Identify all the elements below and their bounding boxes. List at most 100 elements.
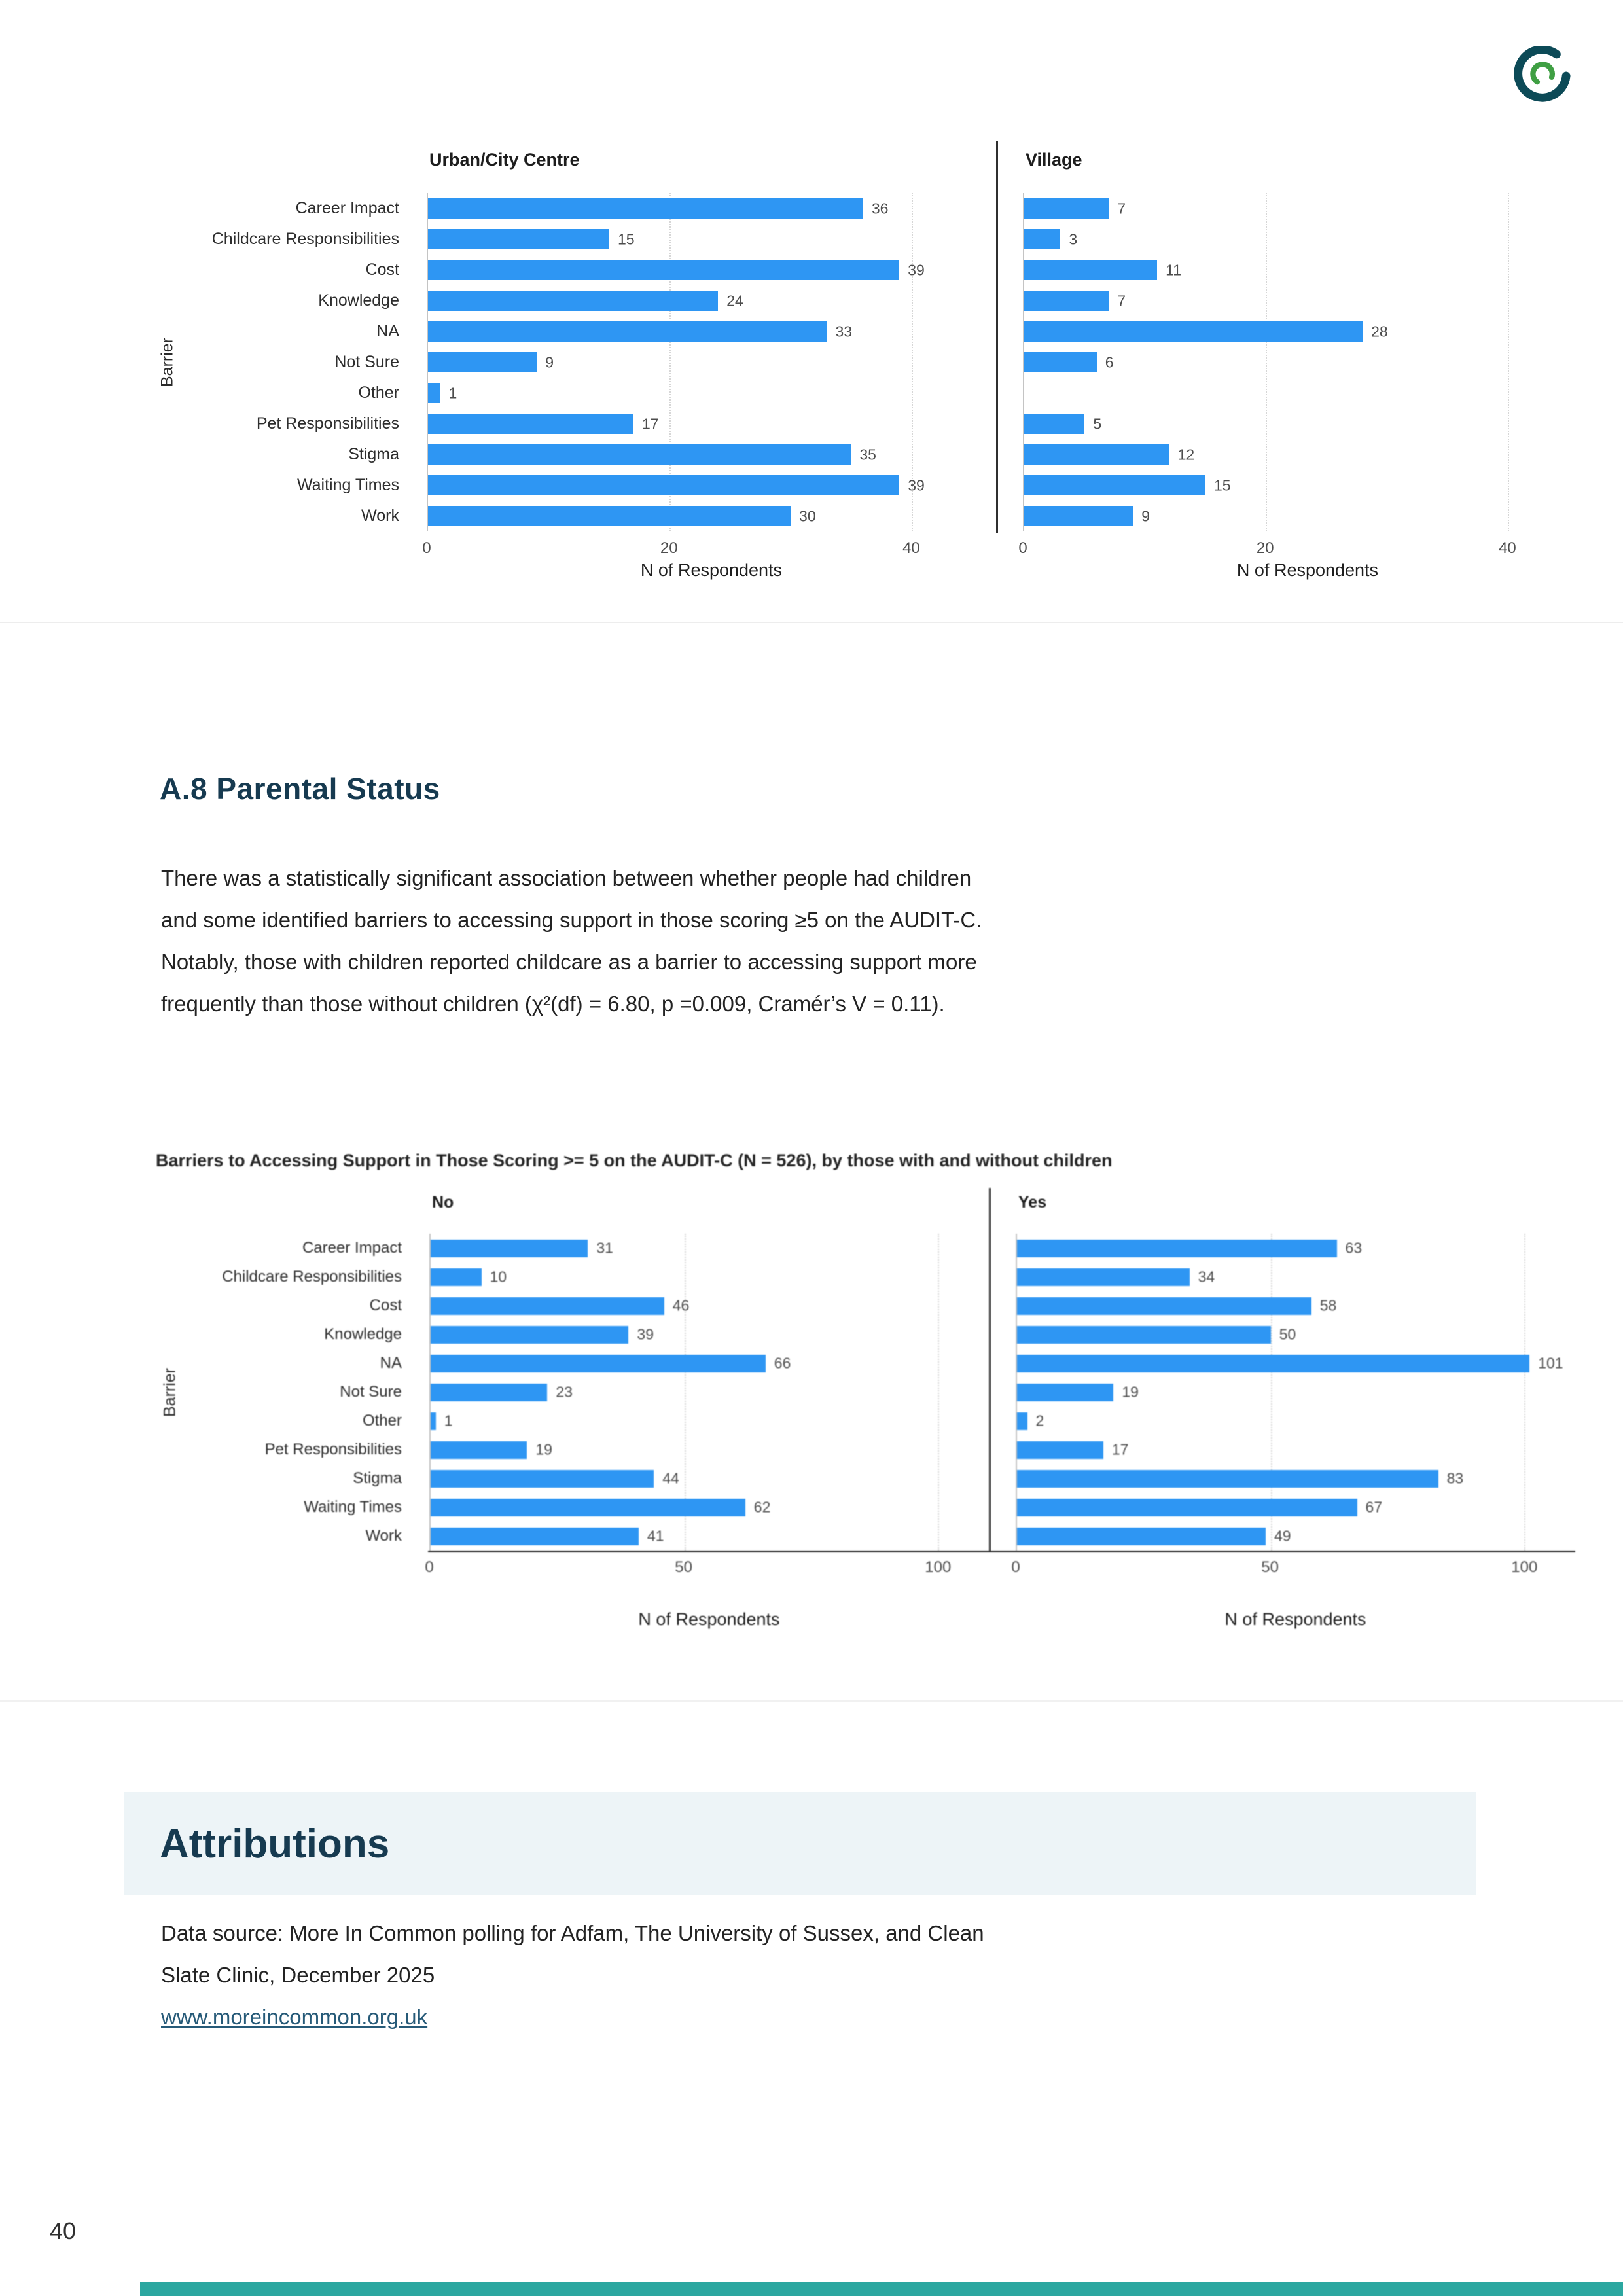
bar: 15 bbox=[1024, 475, 1231, 495]
bar-value-label: 7 bbox=[1117, 292, 1126, 309]
bar: 41 bbox=[431, 1527, 664, 1545]
x-axis-label: N of Respondents bbox=[1224, 1609, 1366, 1629]
bar: 101 bbox=[1017, 1354, 1563, 1372]
bar-row: 67 bbox=[1017, 1493, 1575, 1522]
footer-accent-bar bbox=[140, 2282, 1623, 2296]
facet-title: Yes bbox=[1018, 1193, 1047, 1211]
bar-value-label: 19 bbox=[535, 1441, 552, 1458]
bar: 19 bbox=[1017, 1383, 1139, 1401]
bar-value-label: 1 bbox=[448, 384, 457, 401]
chart-barriers-by-area: Barrier Career Impact Childcare Responsib… bbox=[152, 141, 1599, 581]
bar-row: 17 bbox=[428, 408, 996, 439]
bar-row: 28 bbox=[1024, 316, 1592, 347]
bar: 11 bbox=[1024, 260, 1181, 280]
bar: 12 bbox=[1024, 444, 1194, 465]
bar-row: 7 bbox=[1024, 193, 1592, 224]
bar-row: 15 bbox=[1024, 470, 1592, 501]
plot-area: 36 15 39 24 33 9 1 17 35 39 30 bbox=[427, 193, 996, 531]
bar-value-label: 6 bbox=[1105, 353, 1114, 370]
bar: 39 bbox=[428, 260, 925, 280]
category-label: Waiting Times bbox=[304, 1498, 402, 1516]
category-label: Childcare Responsibilities bbox=[211, 230, 399, 248]
bar-row: 24 bbox=[428, 285, 996, 316]
tick-label: 50 bbox=[675, 1558, 692, 1576]
facet-village: Village 7 3 11 7 28 6 5 12 15 9 0 20 40 N of Responden… bbox=[996, 141, 1592, 581]
bar-row: 34 bbox=[1017, 1263, 1575, 1291]
bar: 2 bbox=[1017, 1412, 1044, 1430]
bar-row: 39 bbox=[428, 255, 996, 285]
bar: 36 bbox=[428, 198, 888, 219]
bar: 39 bbox=[428, 475, 925, 495]
data-source-line: Slate Clinic, December 2025 bbox=[161, 1963, 435, 1987]
category-label: Career Impact bbox=[302, 1239, 402, 1257]
attributions-heading: Attributions bbox=[160, 1821, 390, 1867]
bar: 9 bbox=[428, 352, 554, 372]
bar: 46 bbox=[431, 1297, 689, 1315]
bar-row: 11 bbox=[1024, 255, 1592, 285]
bar: 58 bbox=[1017, 1297, 1336, 1315]
category-label: Not Sure bbox=[334, 353, 399, 371]
x-axis-label: N of Respondents bbox=[1236, 560, 1379, 580]
bar-value-label: 49 bbox=[1274, 1527, 1291, 1545]
bar: 10 bbox=[431, 1268, 507, 1286]
bar: 6 bbox=[1024, 352, 1114, 372]
bar: 1 bbox=[428, 383, 457, 403]
bar-value-label: 39 bbox=[908, 261, 925, 278]
bar-value-label: 19 bbox=[1122, 1383, 1139, 1401]
bar: 30 bbox=[428, 506, 816, 526]
plot-area: 63 34 58 50 101 19 2 17 83 67 49 bbox=[1016, 1234, 1575, 1551]
bar-value-label: 44 bbox=[662, 1469, 679, 1487]
tick-label: 0 bbox=[1011, 1558, 1020, 1576]
tick-label: 100 bbox=[925, 1558, 952, 1576]
bar-value-label: 15 bbox=[618, 230, 635, 247]
facet-title: Village bbox=[1026, 150, 1082, 170]
facet-urban-city-centre: Urban/City Centre 36 15 39 24 33 9 1 17 35 39 30 0 20… bbox=[422, 141, 996, 581]
bar: 63 bbox=[1017, 1239, 1362, 1257]
bar-value-label: 17 bbox=[641, 415, 659, 432]
bar-row: 63 bbox=[1017, 1234, 1575, 1263]
section-heading: A.8 Parental Status bbox=[160, 772, 440, 806]
bar-row: 31 bbox=[431, 1234, 989, 1263]
tick-label: 0 bbox=[1018, 539, 1027, 557]
bar: 17 bbox=[428, 414, 659, 434]
bar-row: 58 bbox=[1017, 1291, 1575, 1320]
bar: 23 bbox=[431, 1383, 573, 1401]
bar-value-label: 41 bbox=[647, 1527, 664, 1545]
category-axis: Career Impact Childcare Responsibilities C… bbox=[183, 141, 427, 531]
gridline bbox=[938, 1234, 940, 1551]
facet-title: Urban/City Centre bbox=[429, 150, 580, 170]
bar-row: 1 bbox=[428, 378, 996, 408]
x-axis-ticks: 0 20 40 bbox=[422, 531, 996, 560]
category-label: Knowledge bbox=[318, 291, 399, 310]
source-link[interactable]: www.moreincommon.org.uk bbox=[161, 2005, 428, 2029]
bar-value-label: 3 bbox=[1069, 230, 1078, 247]
category-label: Career Impact bbox=[295, 199, 399, 217]
tick-label: 40 bbox=[1499, 539, 1516, 557]
section-divider bbox=[0, 622, 1623, 623]
bar-row: 33 bbox=[428, 316, 996, 347]
bar: 44 bbox=[431, 1469, 679, 1488]
attributions-band: Attributions bbox=[124, 1792, 1476, 1895]
bar: 7 bbox=[1024, 198, 1126, 219]
category-label: Pet Responsibilities bbox=[264, 1441, 402, 1458]
bar-row: 36 bbox=[428, 193, 996, 224]
bar-value-label: 101 bbox=[1538, 1354, 1563, 1372]
x-axis-label: N of Respondents bbox=[638, 1609, 780, 1629]
bar-row: 62 bbox=[431, 1493, 989, 1522]
bar-value-label: 31 bbox=[596, 1239, 613, 1257]
bar-value-label: 9 bbox=[545, 353, 554, 370]
tick-label: 100 bbox=[1511, 1558, 1538, 1576]
facet-yes: Yes 63 34 58 50 101 19 2 17 83 67 49 0 50 100 N of Resp… bbox=[989, 1188, 1575, 1630]
bar: 67 bbox=[1017, 1498, 1382, 1516]
bar: 66 bbox=[431, 1354, 791, 1372]
page-number: 40 bbox=[50, 2217, 77, 2244]
bar-value-label: 62 bbox=[753, 1498, 771, 1516]
gridline bbox=[669, 193, 671, 531]
bar-value-label: 15 bbox=[1214, 476, 1231, 493]
bar-row: 39 bbox=[431, 1320, 989, 1349]
bar: 83 bbox=[1017, 1469, 1463, 1488]
bar: 28 bbox=[1024, 321, 1388, 342]
data-source-block: Data source: More In Common polling for … bbox=[161, 1912, 984, 2038]
bar-value-label: 58 bbox=[1319, 1297, 1337, 1314]
x-axis-ticks: 0 20 40 bbox=[1018, 531, 1592, 560]
